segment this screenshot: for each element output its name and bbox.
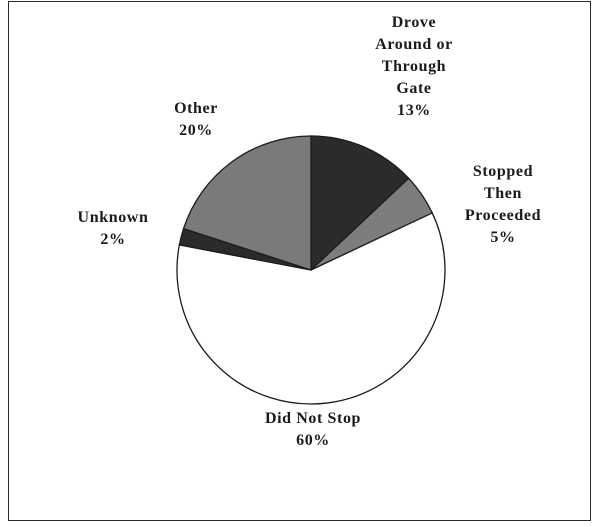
slice-label-line: Then (484, 185, 522, 202)
slice-label-line: Proceeded (465, 207, 541, 224)
slice-label-line: Did Not Stop (265, 410, 361, 427)
slice-label-line: Through (382, 58, 446, 75)
slice-label-line: 20% (179, 122, 213, 139)
slice-label-other: Other 20% (174, 100, 218, 139)
slice-label-line: Unknown (78, 209, 149, 226)
slice-label-did-not-stop: Did Not Stop 60% (265, 410, 361, 449)
pie-slice-drove-around-or-through-gate (310, 135, 410, 272)
slice-label-unknown: Unknown 2% (78, 209, 149, 248)
pie-slice-other (182, 135, 312, 271)
slice-label-line: Around or (375, 36, 453, 53)
pie-slices (176, 135, 446, 405)
slice-label-line: 5% (490, 229, 515, 246)
slice-label-line: Other (174, 100, 218, 117)
pie-slice-did-not-stop (176, 212, 446, 405)
pie-labels: Drove Around or Through Gate 13% Stopped Then P… (78, 14, 541, 449)
slice-label-line: Drove (392, 14, 436, 31)
slice-label-line: 2% (100, 231, 125, 248)
slice-label-line: Gate (396, 80, 431, 97)
slice-label-line: 60% (296, 432, 330, 449)
slice-label-stopped-then-proceeded: Stopped Then Proceeded 5% (465, 163, 541, 246)
slice-label-line: 13% (397, 102, 431, 119)
slice-label-drove-around-or-through-gate: Drove Around or Through Gate 13% (375, 14, 453, 119)
slice-label-line: Stopped (473, 163, 533, 180)
